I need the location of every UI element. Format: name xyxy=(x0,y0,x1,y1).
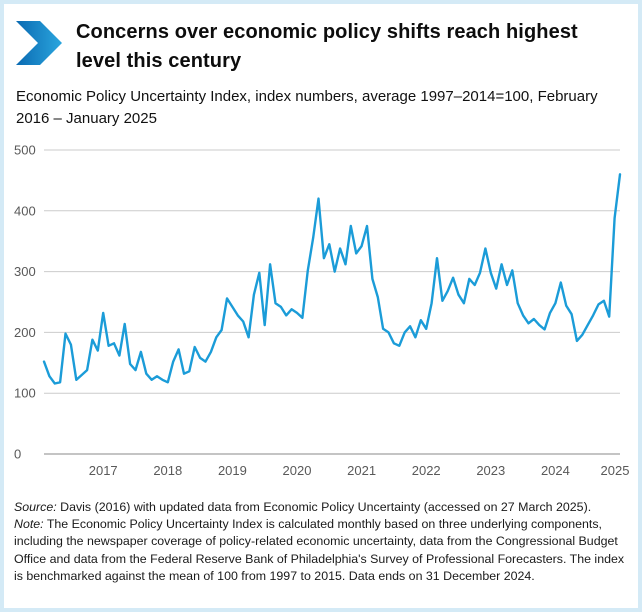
footnote: Source: Davis (2016) with updated data f… xyxy=(14,499,628,586)
svg-text:2020: 2020 xyxy=(283,463,312,478)
svg-text:400: 400 xyxy=(14,203,36,218)
svg-text:2022: 2022 xyxy=(412,463,441,478)
page-title: Concerns over economic policy shifts rea… xyxy=(76,21,578,72)
header: Concerns over economic policy shifts rea… xyxy=(14,18,628,76)
note-label: Note: xyxy=(14,516,44,531)
chart-svg: 0 100 200 300 400 500 2017 2018 2019 2020 2021 2022… xyxy=(14,142,630,478)
source-label: Source: xyxy=(14,499,57,514)
svg-text:2023: 2023 xyxy=(476,463,505,478)
note-line: Note: The Economic Policy Uncertainty In… xyxy=(14,516,628,585)
svg-text:2017: 2017 xyxy=(89,463,118,478)
svg-text:100: 100 xyxy=(14,385,36,400)
svg-text:2025: 2025 xyxy=(601,463,630,478)
svg-text:500: 500 xyxy=(14,142,36,157)
svg-text:2021: 2021 xyxy=(347,463,376,478)
chevron-right-icon xyxy=(14,20,64,71)
svg-text:2019: 2019 xyxy=(218,463,247,478)
source-text: Davis (2016) with updated data from Econ… xyxy=(56,499,592,514)
epu-line-chart: 0 100 200 300 400 500 2017 2018 2019 2020 2021 2022… xyxy=(14,140,629,489)
svg-text:2024: 2024 xyxy=(541,463,570,478)
svg-text:2018: 2018 xyxy=(153,463,182,478)
svg-text:0: 0 xyxy=(14,446,21,461)
chart-canvas: 0 100 200 300 400 500 2017 2018 2019 2020 2021 2022… xyxy=(14,140,629,489)
source-line: Source: Davis (2016) with updated data f… xyxy=(14,499,628,516)
chart-subtitle: Economic Policy Uncertainty Index, index… xyxy=(16,88,598,127)
svg-text:200: 200 xyxy=(14,324,36,339)
note-text: The Economic Policy Uncertainty Index is… xyxy=(14,516,625,583)
svg-text:300: 300 xyxy=(14,264,36,279)
